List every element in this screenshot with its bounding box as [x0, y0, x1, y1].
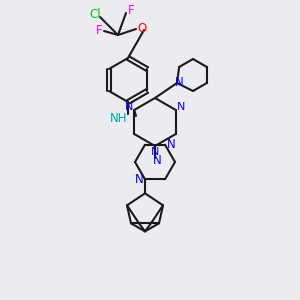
Text: N: N — [177, 102, 185, 112]
Text: NH: NH — [110, 112, 128, 124]
Text: Cl: Cl — [89, 8, 101, 22]
Text: N: N — [125, 102, 133, 112]
Text: O: O — [137, 22, 147, 34]
Text: F: F — [96, 25, 102, 38]
Text: N: N — [135, 173, 143, 186]
Text: N: N — [153, 154, 161, 166]
Text: N: N — [175, 76, 183, 88]
Text: N: N — [167, 138, 176, 151]
Text: N: N — [151, 147, 159, 157]
Text: F: F — [128, 4, 134, 16]
